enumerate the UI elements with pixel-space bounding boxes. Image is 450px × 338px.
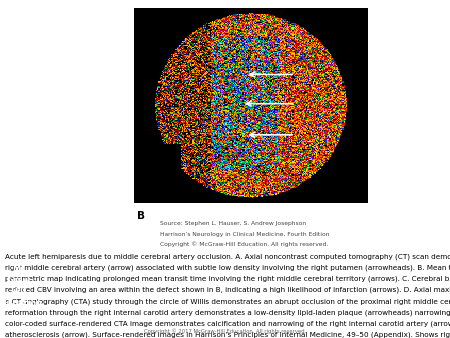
Text: Copyright © McGraw-Hill Education. All rights reserved.: Copyright © McGraw-Hill Education. All r…	[160, 242, 328, 247]
Text: Acute left hemiparesis due to middle cerebral artery occlusion. A. Axial noncont: Acute left hemiparesis due to middle cer…	[5, 254, 450, 260]
Text: atherosclerosis (arrow). Surface-rendered images in Harrison’s Principles of Int: atherosclerosis (arrow). Surface-rendere…	[5, 332, 450, 338]
Text: parametric map indicating prolonged mean transit time involving the right middle: parametric map indicating prolonged mean…	[5, 276, 450, 282]
Text: Source: Stephen L. Hauser, S. Andrew Josephson: Source: Stephen L. Hauser, S. Andrew Jos…	[160, 221, 306, 226]
Text: reformation through the right internal carotid artery demonstrates a low-density: reformation through the right internal c…	[5, 309, 450, 316]
Text: a CT angiography (CTA) study through the circle of Willis demonstrates an abrupt: a CT angiography (CTA) study through the…	[5, 298, 450, 305]
Text: Harrison’s Neurology in Clinical Medicine, Fourth Edition: Harrison’s Neurology in Clinical Medicin…	[160, 232, 329, 237]
Text: B: B	[137, 211, 145, 221]
Text: reduced CBV involving an area within the defect shown in B, indicating a high li: reduced CBV involving an area within the…	[5, 287, 450, 293]
Text: right middle cerebral artery (arrow) associated with subtle low density involvin: right middle cerebral artery (arrow) ass…	[5, 265, 450, 271]
Text: Mc
Graw
Hill
Education: Mc Graw Hill Education	[0, 265, 42, 308]
Text: Copyright © 2017 McGraw-Hill Education. All rights reserved.: Copyright © 2017 McGraw-Hill Education. …	[144, 328, 306, 334]
Text: color-coded surface-rendered CTA image demonstrates calcification and narrowing : color-coded surface-rendered CTA image d…	[5, 320, 450, 327]
